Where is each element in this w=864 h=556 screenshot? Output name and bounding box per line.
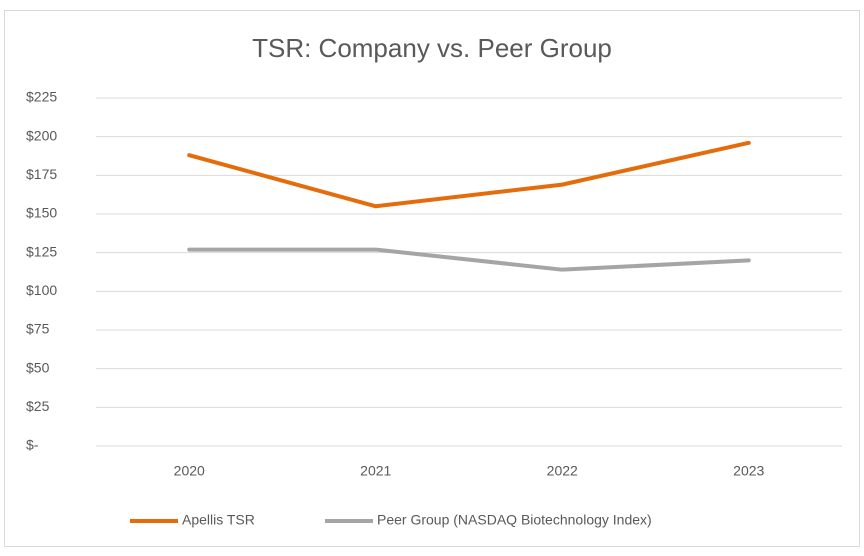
- y-tick-label: $-: [26, 437, 39, 453]
- chart-border: [4, 10, 860, 547]
- y-tick-label: $150: [26, 205, 57, 221]
- y-tick-label: $75: [26, 321, 50, 337]
- legend-label: Peer Group (NASDAQ Biotechnology Index): [377, 512, 652, 528]
- y-tick-label: $175: [26, 166, 57, 182]
- series-line: [187, 247, 751, 272]
- chart-title: TSR: Company vs. Peer Group: [252, 33, 612, 63]
- x-tick-label: 2021: [360, 463, 391, 479]
- series-line: [187, 140, 751, 209]
- x-tick-label: 2020: [174, 463, 205, 479]
- x-tick-label: 2023: [733, 463, 764, 479]
- y-tick-label: $200: [26, 127, 57, 143]
- y-tick-label: $125: [26, 243, 57, 259]
- y-tick-label: $100: [26, 282, 57, 298]
- x-tick-label: 2022: [547, 463, 578, 479]
- y-tick-label: $25: [26, 398, 50, 414]
- legend-label: Apellis TSR: [182, 512, 255, 528]
- y-tick-label: $225: [26, 89, 57, 105]
- y-tick-label: $50: [26, 359, 50, 375]
